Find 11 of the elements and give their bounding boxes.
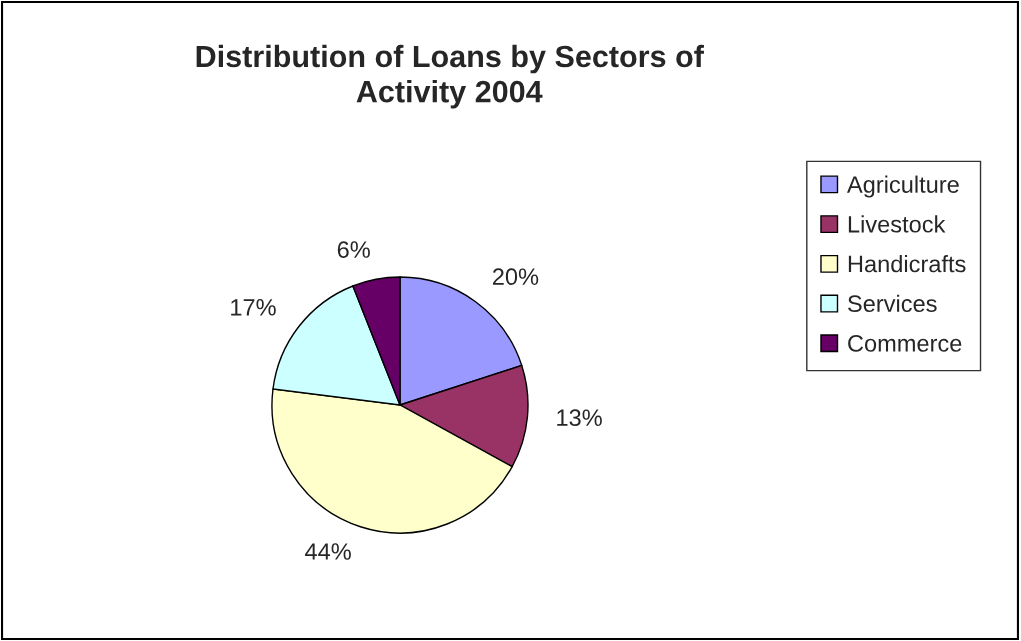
- data-label: 17%: [231, 299, 276, 316]
- data-label: 6%: [337, 241, 370, 258]
- data-label: 20%: [492, 268, 539, 285]
- legend-label: Commerce: [848, 335, 962, 352]
- chart-title: Distribution of Loans by Sectors of Activity 2004: [196, 44, 704, 109]
- legend-label: Agriculture: [846, 175, 959, 198]
- legend-label: Handicrafts: [848, 255, 966, 273]
- legend-label: Services: [848, 294, 937, 313]
- legend-label: Livestock: [848, 215, 946, 233]
- data-label: 13%: [557, 409, 602, 427]
- data-label: 44%: [305, 543, 351, 560]
